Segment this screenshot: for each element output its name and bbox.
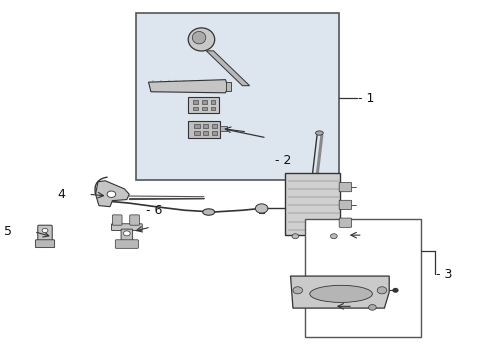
Bar bbox=[211, 100, 216, 104]
Bar bbox=[194, 125, 199, 129]
Bar bbox=[194, 131, 199, 135]
Bar bbox=[203, 125, 208, 129]
Circle shape bbox=[292, 234, 299, 239]
Circle shape bbox=[107, 191, 116, 197]
FancyBboxPatch shape bbox=[115, 240, 138, 248]
Circle shape bbox=[255, 204, 268, 213]
Bar bbox=[202, 107, 207, 110]
FancyBboxPatch shape bbox=[189, 98, 220, 113]
Ellipse shape bbox=[192, 31, 206, 44]
FancyBboxPatch shape bbox=[339, 183, 352, 192]
FancyBboxPatch shape bbox=[339, 218, 352, 227]
Bar bbox=[225, 82, 231, 91]
Bar bbox=[137, 13, 339, 180]
Circle shape bbox=[377, 287, 387, 294]
Ellipse shape bbox=[203, 209, 215, 215]
Text: - 6: - 6 bbox=[146, 204, 163, 217]
Bar bbox=[305, 219, 420, 337]
Polygon shape bbox=[148, 80, 228, 93]
Bar bbox=[202, 100, 207, 104]
Circle shape bbox=[123, 231, 130, 236]
Circle shape bbox=[293, 287, 302, 294]
FancyBboxPatch shape bbox=[38, 225, 52, 242]
Circle shape bbox=[256, 205, 266, 212]
Bar bbox=[212, 131, 217, 135]
Polygon shape bbox=[291, 276, 389, 308]
Circle shape bbox=[368, 305, 376, 310]
Circle shape bbox=[330, 234, 337, 239]
FancyBboxPatch shape bbox=[130, 215, 139, 225]
Bar bbox=[211, 107, 216, 110]
Bar bbox=[212, 125, 217, 129]
FancyBboxPatch shape bbox=[35, 240, 54, 248]
FancyBboxPatch shape bbox=[339, 200, 352, 210]
Text: - 1: - 1 bbox=[358, 92, 374, 105]
Text: 4: 4 bbox=[58, 188, 70, 201]
Bar bbox=[203, 131, 208, 135]
Bar bbox=[220, 126, 226, 131]
Circle shape bbox=[42, 228, 48, 233]
FancyBboxPatch shape bbox=[111, 224, 142, 230]
Text: 5: 5 bbox=[4, 225, 16, 238]
Circle shape bbox=[393, 288, 398, 292]
Polygon shape bbox=[96, 181, 129, 207]
Bar bbox=[193, 107, 198, 110]
Ellipse shape bbox=[310, 285, 372, 302]
FancyBboxPatch shape bbox=[285, 173, 340, 235]
Text: - 2: - 2 bbox=[275, 154, 292, 167]
FancyBboxPatch shape bbox=[112, 215, 122, 225]
Text: - 3: - 3 bbox=[437, 268, 453, 281]
Polygon shape bbox=[206, 51, 249, 86]
FancyBboxPatch shape bbox=[189, 121, 220, 138]
FancyBboxPatch shape bbox=[121, 229, 133, 241]
Bar bbox=[193, 100, 198, 104]
Ellipse shape bbox=[188, 28, 215, 51]
Ellipse shape bbox=[316, 131, 323, 135]
